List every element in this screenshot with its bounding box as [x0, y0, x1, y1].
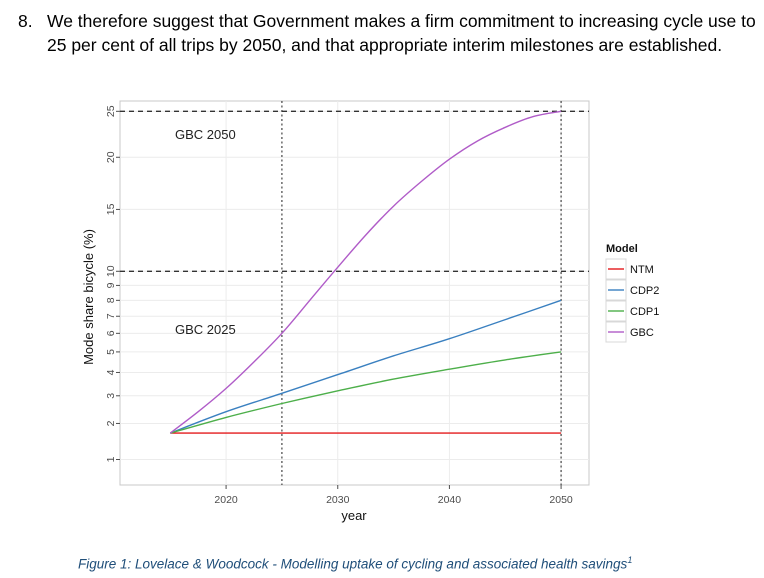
caption-text: Figure 1: Lovelace & Woodcock - Modellin…: [78, 557, 627, 572]
legend-label-ntm: NTM: [630, 264, 654, 276]
y-axis-title: Mode share bicycle (%): [81, 229, 96, 365]
y-tick-label-6: 6: [105, 330, 117, 336]
x-axis: 2020 2030 2040 2050: [214, 485, 573, 506]
y-tick-label-1: 1: [105, 456, 117, 462]
x-tick-label-2020: 2020: [214, 494, 238, 506]
legend-title: Model: [606, 243, 638, 255]
x-axis-title: year: [341, 508, 367, 523]
y-tick-label-2: 2: [105, 420, 117, 426]
x-tick-label-2030: 2030: [326, 494, 350, 506]
y-tick-label-4: 4: [105, 369, 117, 375]
y-tick-label-25: 25: [105, 105, 117, 117]
annotation-gbc-2050: GBC 2050: [175, 127, 236, 142]
legend: Model NTM CDP2 CDP1 GBC: [606, 243, 659, 342]
x-tick-label-2040: 2040: [438, 494, 462, 506]
figure-caption: Figure 1: Lovelace & Woodcock - Modellin…: [78, 555, 632, 572]
y-tick-label-8: 8: [105, 297, 117, 303]
annotation-gbc-2025: GBC 2025: [175, 322, 236, 337]
y-tick-label-5: 5: [105, 349, 117, 355]
y-tick-label-10: 10: [105, 265, 117, 277]
legend-label-gbc: GBC: [630, 327, 654, 339]
y-tick-label-9: 9: [105, 282, 117, 288]
caption-footnote: 1: [627, 555, 632, 565]
x-tick-label-2050: 2050: [549, 494, 573, 506]
legend-label-cdp2: CDP2: [630, 285, 659, 297]
legend-label-cdp1: CDP1: [630, 306, 659, 318]
y-tick-label-15: 15: [105, 203, 117, 215]
y-tick-label-3: 3: [105, 393, 117, 399]
y-axis: 1 2 3 4 5 6 7 8 9 10 15 20 25: [105, 105, 120, 462]
y-tick-label-7: 7: [105, 313, 117, 319]
y-tick-label-20: 20: [105, 151, 117, 163]
